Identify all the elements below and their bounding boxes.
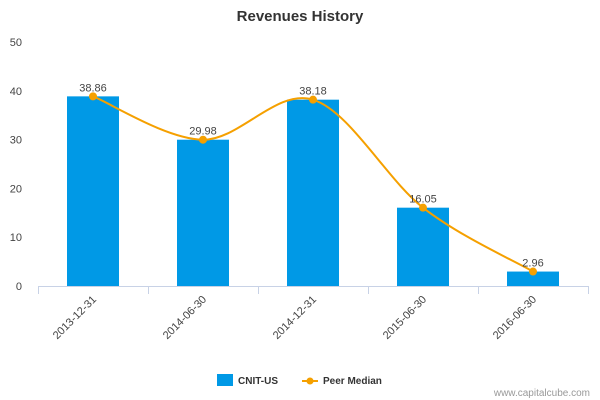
- data-label: 29.98: [189, 126, 217, 138]
- data-label: 2.96: [522, 258, 543, 270]
- legend-swatch-bar: [217, 374, 233, 386]
- x-axis: [38, 286, 589, 294]
- x-tick-label: 2016-06-30: [491, 294, 539, 342]
- peer-median-point[interactable]: [309, 95, 317, 104]
- y-axis: 0 10 20 30 40 50: [10, 37, 22, 293]
- peer-median-point[interactable]: [529, 267, 537, 276]
- legend-label-peer-median: Peer Median: [323, 376, 382, 387]
- legend-item-peer-median[interactable]: Peer Median: [302, 376, 382, 387]
- peer-median-point[interactable]: [419, 203, 427, 212]
- y-tick-label: 30: [10, 135, 22, 147]
- x-tick-label: 2015-06-30: [381, 294, 429, 342]
- data-label: 16.05: [409, 194, 437, 206]
- chart-title: Revenues History: [237, 8, 364, 25]
- y-tick-label: 10: [10, 232, 22, 244]
- data-label: 38.18: [299, 86, 327, 98]
- bar-series: [67, 96, 559, 287]
- peer-median-point[interactable]: [89, 92, 97, 101]
- bar[interactable]: [67, 96, 119, 287]
- x-tick-label: 2014-06-30: [161, 294, 209, 342]
- line-series: [89, 92, 537, 276]
- y-tick-label: 0: [16, 281, 22, 293]
- y-tick-label: 40: [10, 86, 22, 98]
- data-labels: 38.86 29.98 38.18 16.05 2.96: [79, 82, 543, 269]
- x-tick-labels: 2013-12-31 2014-06-30 2014-12-31 2015-06-30…: [51, 294, 539, 342]
- y-tick-label: 50: [10, 37, 22, 49]
- peer-median-point[interactable]: [199, 135, 207, 144]
- y-tick-label: 20: [10, 183, 22, 195]
- legend-swatch-marker: [306, 377, 314, 385]
- x-tick-label: 2013-12-31: [51, 294, 99, 342]
- bar[interactable]: [397, 207, 449, 286]
- credit-text[interactable]: www.capitalcube.com: [493, 388, 590, 399]
- legend[interactable]: CNIT-US Peer Median: [217, 374, 382, 387]
- bar[interactable]: [507, 271, 559, 286]
- bar[interactable]: [177, 139, 229, 286]
- bar[interactable]: [287, 99, 339, 286]
- legend-label-cnit-us: CNIT-US: [238, 376, 278, 387]
- x-tick-label: 2014-12-31: [271, 294, 319, 342]
- data-label: 38.86: [79, 82, 107, 94]
- legend-item-cnit-us[interactable]: CNIT-US: [217, 374, 278, 387]
